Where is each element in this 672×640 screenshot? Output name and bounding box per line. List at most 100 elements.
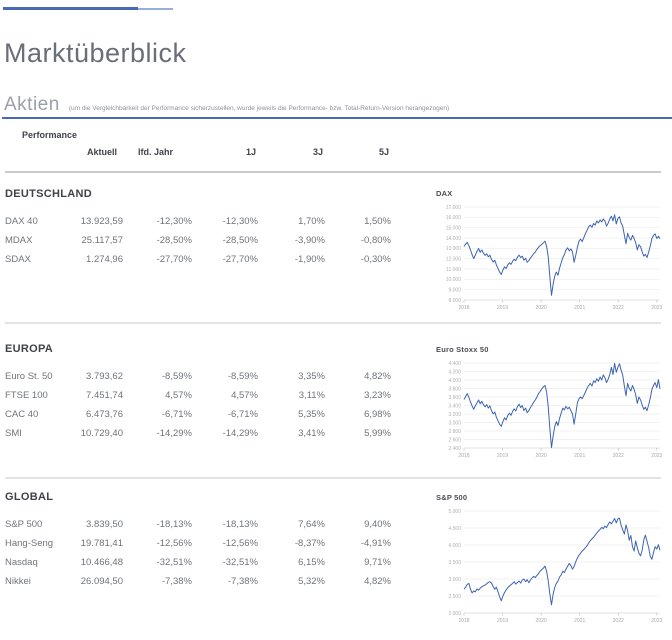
row-value: 3,23% <box>364 390 391 401</box>
table-section: DEUTSCHLAND DAX 40 13.923,59 -12,30% -12,30%… <box>5 188 391 269</box>
row-label: DAX 40 <box>5 216 38 227</box>
svg-text:2.600: 2.600 <box>448 437 461 443</box>
row-value: 5,35% <box>298 409 325 420</box>
svg-text:3.800: 3.800 <box>448 386 461 392</box>
col-header-1j: 1J <box>245 147 256 157</box>
aktien-heading: Aktien <box>4 94 60 115</box>
svg-text:2018: 2018 <box>458 453 469 459</box>
row-label: S&P 500 <box>5 519 43 530</box>
header-underline <box>5 171 661 173</box>
table-section: GLOBAL S&P 500 3.839,50 -18,13% -18,13% 7,64%… <box>5 491 391 591</box>
col-header-5j: 5J <box>378 147 389 157</box>
row-value: 4,57% <box>165 390 192 401</box>
table-row: DAX 40 13.923,59 -12,30% -12,30% 1,70% 1,50% <box>5 212 391 231</box>
row-label: Euro St. 50 <box>5 371 53 382</box>
row-value: 3.839,50 <box>86 519 123 530</box>
row-value: 7,64% <box>298 519 325 530</box>
row-value: 4,82% <box>364 576 391 587</box>
svg-text:2019: 2019 <box>497 453 508 459</box>
row-value: -14,29% <box>222 428 258 439</box>
svg-text:2020: 2020 <box>536 618 547 624</box>
performance-group-label: Performance <box>22 130 78 140</box>
row-value: -12,56% <box>156 538 192 549</box>
row-value: -4,91% <box>360 538 391 549</box>
svg-text:2018: 2018 <box>458 618 469 624</box>
svg-text:5.000: 5.000 <box>448 509 461 515</box>
row-value: -32,51% <box>222 557 258 568</box>
row-label: Nasdaq <box>5 557 38 568</box>
row-value: -8,37% <box>294 538 325 549</box>
row-value: 3,35% <box>298 371 325 382</box>
row-value: 10.466,48 <box>80 557 123 568</box>
table-row: FTSE 100 7.451,74 4,57% 4,57% 3,11% 3,23% <box>5 386 391 405</box>
chart-line-series <box>463 517 661 606</box>
table-row: CAC 40 6.473,76 -6,71% -6,71% 5,35% 6,98% <box>5 405 391 424</box>
chart-title: S&P 500 <box>436 493 468 502</box>
svg-text:10.000: 10.000 <box>446 277 462 283</box>
svg-text:2.000: 2.000 <box>448 611 461 617</box>
table-row: Nasdaq 10.466,48 -32,51% -32,51% 6,15% 9,71% <box>5 553 391 572</box>
svg-text:2019: 2019 <box>497 618 508 624</box>
svg-text:2022: 2022 <box>613 305 624 311</box>
row-value: -14,29% <box>156 428 192 439</box>
row-value: -32,51% <box>156 557 192 568</box>
svg-text:8.000: 8.000 <box>448 298 461 304</box>
row-label: FTSE 100 <box>5 390 48 401</box>
row-value: -0,30% <box>360 254 391 265</box>
chart-dax: DAX 17.000 16.000 15.000 14.000 13.000 12.000 1… <box>436 188 666 319</box>
row-label: SMI <box>5 428 22 439</box>
row-value: -28,50% <box>156 235 192 246</box>
chart-title: DAX <box>436 189 453 198</box>
row-value: -7,38% <box>227 576 258 587</box>
row-value: -6,71% <box>161 409 192 420</box>
svg-text:17.000: 17.000 <box>446 205 462 211</box>
chart-line-series <box>463 362 661 449</box>
svg-text:2021: 2021 <box>574 305 585 311</box>
svg-text:16.000: 16.000 <box>446 215 462 221</box>
table-column-headers: Aktuell lfd. Jahr 1J 3J 5J <box>5 143 391 161</box>
chart-euro-stoxx-50: Euro Stoxx 50 4.400 4.200 4.000 3.800 3.600 3.… <box>436 344 666 467</box>
row-value: -27,70% <box>222 254 258 265</box>
svg-text:3.600: 3.600 <box>448 395 461 401</box>
svg-text:3.500: 3.500 <box>448 560 461 566</box>
col-header-3j: 3J <box>312 147 323 157</box>
row-value: 6,15% <box>298 557 325 568</box>
page-title: Marktüberblick <box>4 38 187 68</box>
section-divider-2 <box>5 477 661 479</box>
row-value: 9,40% <box>364 519 391 530</box>
svg-text:14.000: 14.000 <box>446 236 462 242</box>
table-row: Nikkei 26.094,50 -7,38% -7,38% 5,32% 4,82% <box>5 572 391 591</box>
row-value: -6,71% <box>227 409 258 420</box>
svg-text:2021: 2021 <box>574 453 585 459</box>
table-row: SMI 10.729,40 -14,29% -14,29% 3,41% 5,99% <box>5 424 391 443</box>
svg-text:2022: 2022 <box>613 618 624 624</box>
chart-s-p-500: S&P 500 5.000 4.500 4.000 3.500 3.000 2.500 2.0… <box>436 492 666 632</box>
table-row: Hang-Seng 19.781,41 -12,56% -12,56% -8,37% -4… <box>5 534 391 553</box>
svg-text:2020: 2020 <box>536 305 547 311</box>
svg-text:3.400: 3.400 <box>448 403 461 409</box>
svg-text:2019: 2019 <box>497 305 508 311</box>
svg-text:2023: 2023 <box>651 618 662 624</box>
row-value: 6,98% <box>364 409 391 420</box>
blue-divider <box>2 117 672 119</box>
top-accent-line-light <box>138 8 173 10</box>
svg-text:4.500: 4.500 <box>448 526 461 532</box>
aktien-note: (um die Vergleichbarkeit der Performance… <box>68 105 450 112</box>
svg-text:13.000: 13.000 <box>446 246 462 252</box>
row-value: 4,57% <box>231 390 258 401</box>
section-title: GLOBAL <box>5 491 54 503</box>
row-value: 25.117,57 <box>81 235 123 246</box>
row-label: MDAX <box>5 235 33 246</box>
section-divider-1 <box>5 322 661 324</box>
row-value: 6.473,76 <box>86 409 123 420</box>
table-section: EUROPA Euro St. 50 3.793,62 -8,59% -8,59% 3,3… <box>5 343 391 443</box>
row-value: -7,38% <box>161 576 192 587</box>
row-value: -1,90% <box>294 254 325 265</box>
table-row: S&P 500 3.839,50 -18,13% -18,13% 7,64% 9,40% <box>5 515 391 534</box>
row-value: 7.451,74 <box>86 390 123 401</box>
section-title: DEUTSCHLAND <box>5 188 93 200</box>
svg-text:2.800: 2.800 <box>448 429 461 435</box>
row-value: 1,50% <box>364 216 391 227</box>
